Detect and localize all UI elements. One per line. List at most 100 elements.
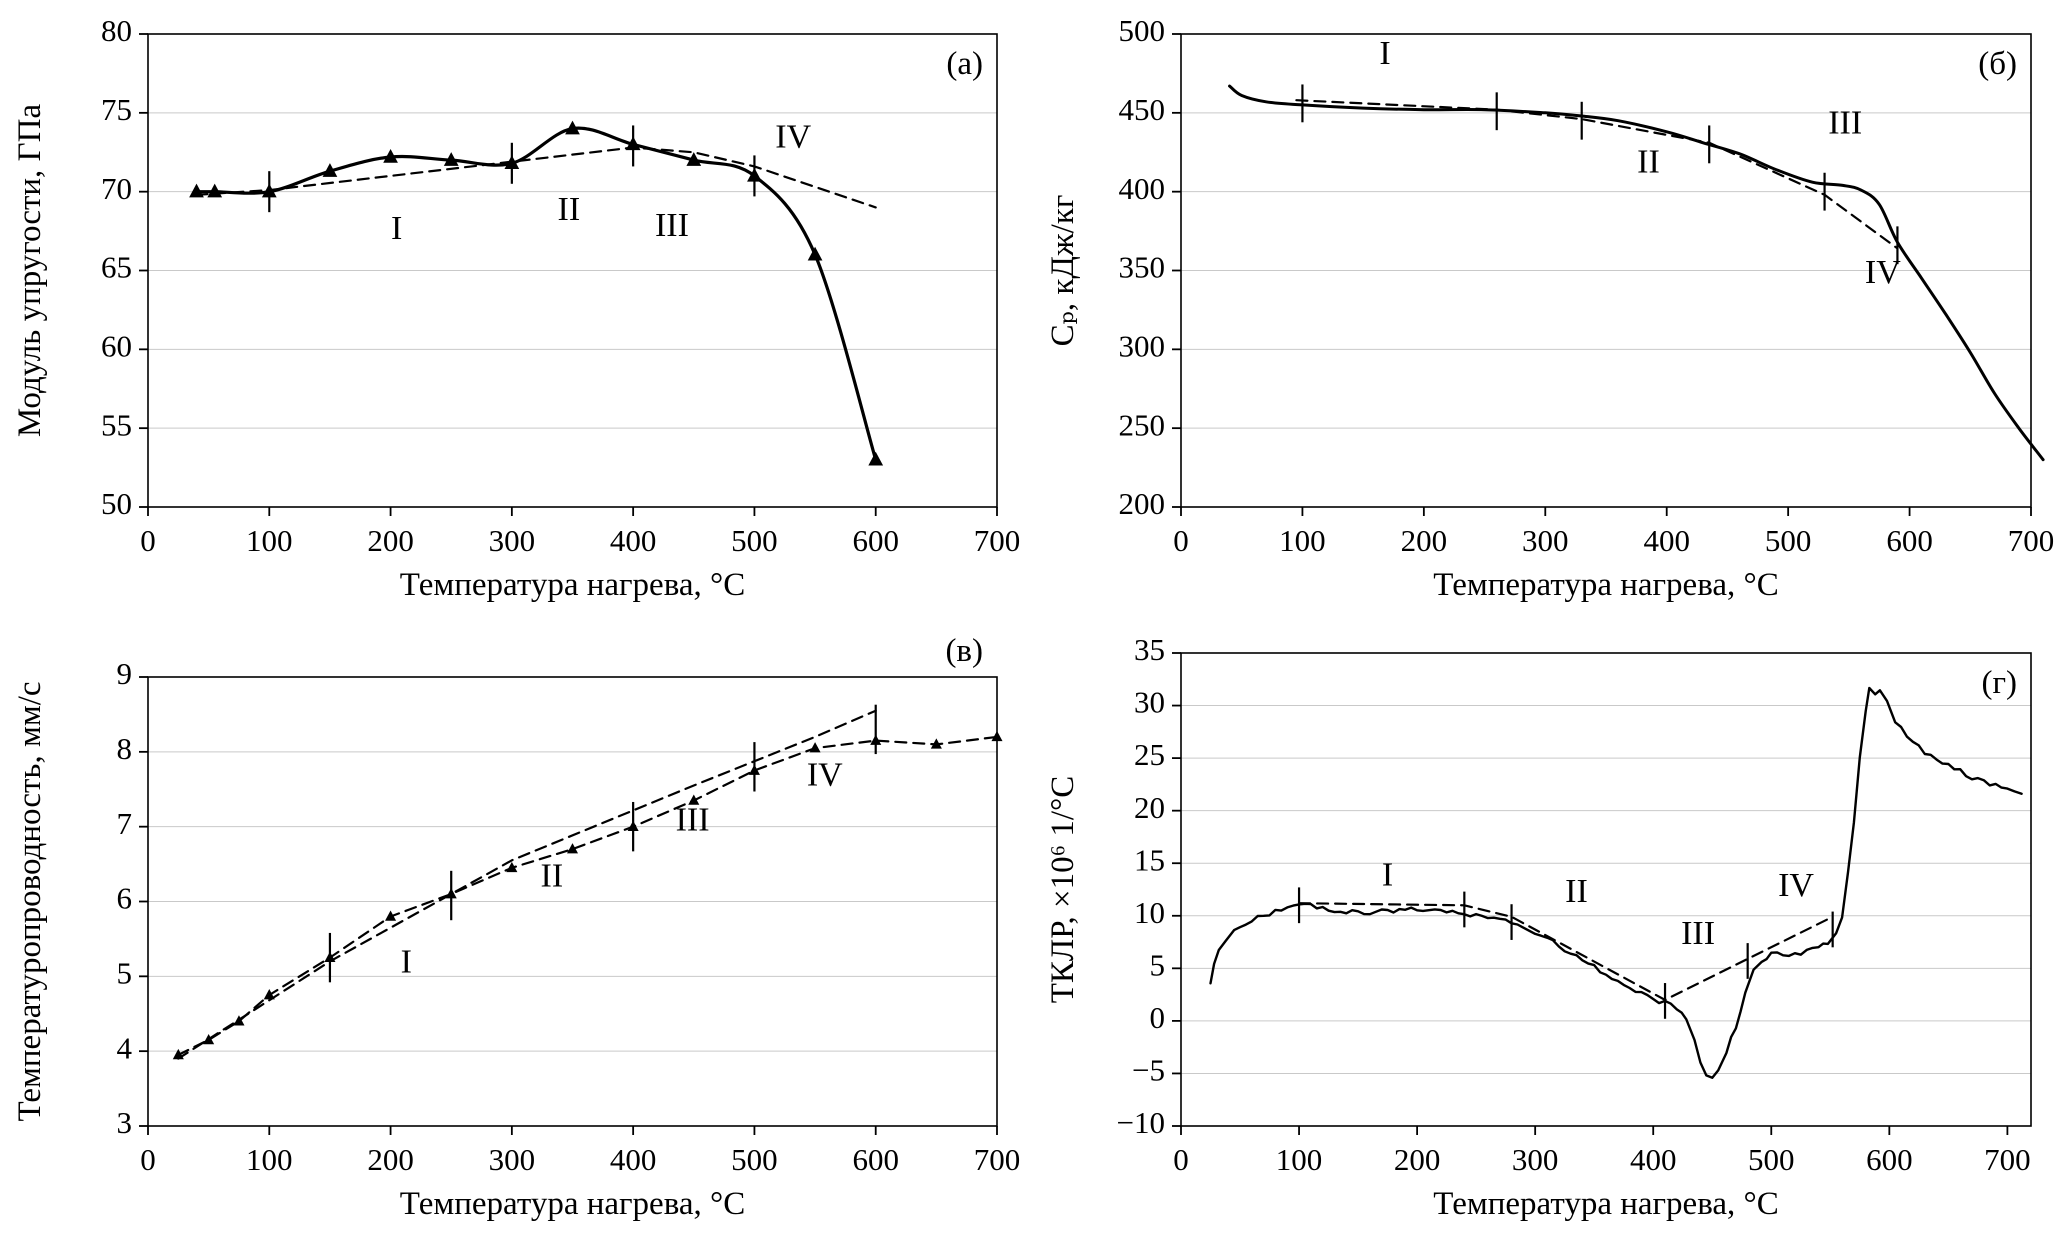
x-tick-label: 200 [1394, 1142, 1441, 1177]
series-solid [1209, 686, 2023, 1079]
x-tick-label: 500 [731, 523, 778, 558]
region-label: II [1637, 144, 1660, 181]
y-tick-label: 65 [101, 250, 132, 285]
y-tick-label: 250 [1119, 407, 1166, 442]
x-axis-title: Температура нагрева, °С [400, 567, 745, 603]
series-solid [1228, 84, 2045, 462]
y-tick-label: 500 [1119, 13, 1166, 48]
x-tick-label: 100 [246, 1142, 293, 1177]
y-tick-label: −10 [1117, 1105, 1165, 1140]
y-tick-label: 60 [101, 328, 132, 363]
y-tick-label: 55 [101, 407, 132, 442]
x-tick-label: 500 [1748, 1142, 1795, 1177]
y-tick-label: 7 [117, 806, 133, 841]
triangle-marker [565, 120, 580, 135]
y-tick-label: 20 [1134, 790, 1165, 825]
x-axis-title: Температура нагрева, °С [1433, 567, 1778, 603]
x-tick-label: 700 [1984, 1142, 2031, 1177]
y-tick-label: 30 [1134, 685, 1165, 720]
x-axis-title: Температура нагрева, °С [400, 1186, 745, 1222]
x-tick-label: 0 [1173, 1142, 1189, 1177]
triangle-marker [809, 742, 821, 753]
triangle-marker [263, 989, 275, 1000]
y-tick-label: 15 [1134, 842, 1165, 877]
x-tick-label: 400 [1630, 1142, 1677, 1177]
series-solid [194, 126, 878, 462]
x-tick-label: 0 [1173, 523, 1189, 558]
y-tick-label: 75 [101, 92, 132, 127]
x-tick-label: 600 [852, 1142, 899, 1177]
y-tick-label: 300 [1119, 328, 1166, 363]
panel-letter-label: (б) [1978, 46, 2017, 82]
y-tick-label: 450 [1119, 92, 1166, 127]
y-tick-label: 3 [117, 1105, 133, 1140]
panel-letter-label: (г) [1981, 665, 2017, 701]
chart-svg: 0 100 200 300 400 500 600 700 3 4 5 6 7 8 9 Температура… [12, 633, 1021, 1222]
x-tick-label: 300 [1522, 523, 1569, 558]
y-tick-label: 4 [117, 1030, 133, 1065]
triangle-marker [322, 163, 338, 177]
triangle-marker [930, 738, 942, 749]
triangle-marker [688, 794, 700, 805]
series-dashed [1298, 902, 1834, 1001]
x-tick-label: 300 [1512, 1142, 1559, 1177]
y-axis-title: Температуропроводность, мм/с [12, 681, 48, 1121]
x-tick-label: 600 [852, 523, 899, 558]
x-tick-label: 100 [1276, 1142, 1323, 1177]
triangle-marker [807, 246, 823, 261]
y-tick-label: 6 [117, 881, 133, 916]
region-label: III [1681, 915, 1715, 952]
x-tick-label: 100 [1279, 523, 1326, 558]
series-dashed [177, 709, 877, 1060]
x-axis-title: Температура нагрева, °С [1433, 1186, 1778, 1222]
x-tick-label: 400 [610, 523, 657, 558]
x-tick-label: 200 [367, 1142, 414, 1177]
region-label: III [676, 801, 710, 838]
x-tick-label: 200 [1401, 523, 1448, 558]
region-label: I [1382, 856, 1393, 893]
triangle-marker [868, 451, 884, 466]
region-label: II [541, 858, 564, 895]
y-tick-label: 5 [117, 955, 133, 990]
x-tick-label: 500 [731, 1142, 778, 1177]
region-label: IV [1778, 867, 1814, 904]
region-label: I [391, 210, 402, 247]
y-tick-label: 80 [101, 13, 132, 48]
y-axis-title: ТКЛР, ×10⁶ 1/°С [1045, 776, 1081, 1004]
y-tick-label: 8 [117, 731, 133, 766]
triangle-marker [506, 861, 518, 873]
x-tick-label: 200 [367, 523, 414, 558]
x-tick-label: 400 [610, 1142, 657, 1177]
triangle-marker [566, 843, 579, 854]
x-tick-label: 400 [1643, 523, 1690, 558]
panel-v-thermal-diffusivity-chart: 0 100 200 300 400 500 600 700 3 4 5 6 7 8 9 Температура… [0, 619, 1033, 1238]
region-label: IV [1865, 254, 1901, 291]
x-tick-label: 0 [140, 1142, 156, 1177]
triangle-marker [686, 152, 702, 166]
x-tick-label: 700 [974, 1142, 1021, 1177]
chart-svg: 0 100 200 300 400 500 600 700 50 55 60 65 70 75 80 Темп… [12, 13, 1021, 603]
region-label: III [1828, 104, 1862, 141]
chart-svg: 0 100 200 300 400 500 600 700 200 250 300 350 400 450… [1045, 13, 2054, 603]
x-tick-label: 700 [974, 523, 1021, 558]
region-label: IV [807, 757, 843, 794]
y-tick-label: 400 [1119, 171, 1166, 206]
y-axis-title: Модуль упругости, ГПа [12, 104, 48, 438]
panel-g-cte-chart: 0 100 200 300 400 500 600 700 −10 −5 0 5 10 15 20 25 30 3… [1033, 619, 2067, 1238]
region-label: IV [775, 119, 811, 156]
x-tick-label: 100 [246, 523, 293, 558]
y-tick-label: 50 [101, 486, 132, 521]
series-dashed [195, 146, 877, 209]
y-axis-title: Cₚ, кДж/кг [1045, 195, 1081, 347]
y-tick-label: 10 [1134, 895, 1165, 930]
region-label: III [655, 207, 689, 244]
y-tick-label: 70 [101, 171, 132, 206]
region-label: II [558, 191, 581, 228]
y-tick-label: 9 [117, 656, 133, 691]
panel-letter-label: (в) [945, 633, 983, 669]
x-tick-label: 0 [140, 523, 156, 558]
series-dashed [177, 735, 999, 1056]
x-tick-label: 300 [489, 523, 536, 558]
y-tick-label: 35 [1134, 632, 1165, 667]
